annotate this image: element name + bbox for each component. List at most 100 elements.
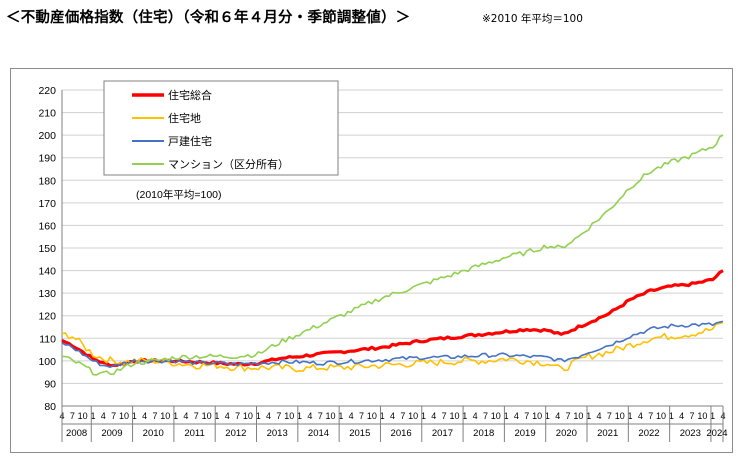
- x-month-tick-label: 7: [318, 411, 323, 421]
- y-tick-label: 140: [38, 266, 56, 278]
- page-title: ＜不動産価格指数（住宅）（令和６年４月分・季節調整値）＞: [6, 10, 411, 26]
- x-month-tick-label: 4: [555, 411, 560, 421]
- x-month-tick-label: 1: [669, 411, 674, 421]
- x-month-tick-label: 10: [78, 411, 88, 421]
- x-month-tick-label: 4: [101, 411, 106, 421]
- x-year-label: 2024: [706, 428, 727, 439]
- x-month-tick-label: 4: [473, 411, 478, 421]
- x-month-tick-label: 4: [679, 411, 684, 421]
- x-year-label: 2023: [680, 428, 701, 439]
- x-month-tick-label: 10: [408, 411, 418, 421]
- index-base-note: ※2010 年平均＝100: [482, 13, 583, 25]
- x-month-tick-label: 1: [90, 411, 95, 421]
- x-month-tick-label: 1: [462, 411, 467, 421]
- x-year-label: 2010: [143, 428, 164, 439]
- axis-layer: 8090100110120130140150160170180190200210…: [38, 85, 728, 442]
- x-month-tick-label: 10: [367, 411, 377, 421]
- x-year-label: 2015: [349, 428, 370, 439]
- y-tick-label: 160: [38, 220, 56, 232]
- x-month-tick-label: 4: [431, 411, 436, 421]
- y-tick-label: 180: [38, 175, 56, 187]
- x-month-tick-label: 1: [132, 411, 137, 421]
- x-month-tick-label: 4: [225, 411, 230, 421]
- series-line-4: [61, 134, 724, 376]
- x-month-tick-label: 7: [152, 411, 157, 421]
- y-tick-label: 110: [39, 333, 56, 345]
- x-month-tick-label: 10: [491, 411, 501, 421]
- x-month-tick-label: 1: [256, 411, 261, 421]
- x-month-tick-label: 1: [545, 411, 550, 421]
- y-tick-label: 80: [44, 401, 56, 413]
- x-month-tick-label: 10: [449, 411, 459, 421]
- chart-frame: 80 90 100 110 120 130 140 150 160 170 180 190 200 210…: [10, 68, 733, 453]
- x-month-tick-label: 10: [202, 411, 212, 421]
- series-line-3: [61, 320, 724, 369]
- x-year-label: 2014: [308, 428, 329, 439]
- x-month-tick-label: 4: [514, 411, 519, 421]
- y-tick-label: 90: [44, 378, 56, 390]
- y-tick-label: 220: [38, 85, 56, 97]
- legend-label: 戸建住宅: [168, 134, 212, 148]
- x-year-label: 2008: [66, 428, 87, 439]
- x-month-tick-label: 10: [697, 411, 707, 421]
- x-month-tick-label: 4: [266, 411, 271, 421]
- x-year-label: 2021: [597, 428, 618, 439]
- x-month-tick-label: 10: [243, 411, 253, 421]
- x-month-tick-label: 4: [307, 411, 312, 421]
- x-month-tick-label: 1: [380, 411, 385, 421]
- x-month-tick-label: 4: [349, 411, 354, 421]
- y-tick-label: 170: [38, 198, 56, 210]
- x-month-tick-label: 4: [183, 411, 188, 421]
- series-line-2: [61, 321, 724, 373]
- x-month-tick-label: 1: [586, 411, 591, 421]
- x-month-tick-label: 7: [276, 411, 281, 421]
- series-line-1: [61, 269, 724, 368]
- x-year-label: 2018: [473, 428, 494, 439]
- x-month-tick-label: 10: [615, 411, 625, 421]
- x-month-tick-label: 7: [648, 411, 653, 421]
- x-month-tick-label: 1: [214, 411, 219, 421]
- x-month-tick-label: 7: [690, 411, 695, 421]
- x-year-label: 2019: [514, 428, 535, 439]
- x-year-label: 2022: [638, 428, 659, 439]
- chart-note: (2010年平均=100): [136, 188, 222, 201]
- x-year-label: 2020: [556, 428, 577, 439]
- x-month-tick-label: 4: [390, 411, 395, 421]
- x-month-tick-label: 1: [504, 411, 509, 421]
- x-month-tick-label: 7: [400, 411, 405, 421]
- x-month-tick-label: 10: [573, 411, 583, 421]
- x-month-tick-label: 10: [532, 411, 542, 421]
- x-year-label: 2017: [432, 428, 453, 439]
- x-month-tick-label: 7: [442, 411, 447, 421]
- x-month-tick-label: 7: [524, 411, 529, 421]
- x-month-tick-label: 10: [284, 411, 294, 421]
- x-month-tick-label: 10: [160, 411, 170, 421]
- x-month-tick-label: 7: [359, 411, 364, 421]
- x-month-tick-label: 10: [119, 411, 129, 421]
- line-chart: 8090100110120130140150160170180190200210…: [38, 80, 728, 442]
- y-tick-label: 100: [38, 356, 56, 368]
- x-month-tick-label: 4: [142, 411, 147, 421]
- x-year-label: 2009: [101, 428, 122, 439]
- x-month-tick-label: 10: [326, 411, 336, 421]
- x-month-tick-label: 1: [338, 411, 343, 421]
- y-tick-label: 200: [38, 130, 56, 142]
- y-tick-label: 150: [38, 243, 56, 255]
- legend-label: 住宅総合: [168, 88, 212, 102]
- x-month-tick-label: 7: [70, 411, 75, 421]
- legend-label: 住宅地: [168, 111, 201, 125]
- legend-label: マンション（区分所有）: [168, 157, 289, 171]
- x-month-tick-label: 4: [638, 411, 643, 421]
- x-month-tick-label: 7: [566, 411, 571, 421]
- x-month-tick-label: 1: [421, 411, 426, 421]
- x-year-label: 2011: [184, 428, 204, 439]
- x-year-label: 2016: [391, 428, 412, 439]
- x-year-label: 2012: [225, 428, 246, 439]
- x-month-tick-label: 1: [173, 411, 178, 421]
- x-month-tick-label: 4: [597, 411, 602, 421]
- x-month-tick-label: 7: [111, 411, 116, 421]
- y-tick-label: 130: [38, 288, 56, 300]
- series-layer: [61, 134, 724, 376]
- y-tick-label: 210: [38, 108, 56, 120]
